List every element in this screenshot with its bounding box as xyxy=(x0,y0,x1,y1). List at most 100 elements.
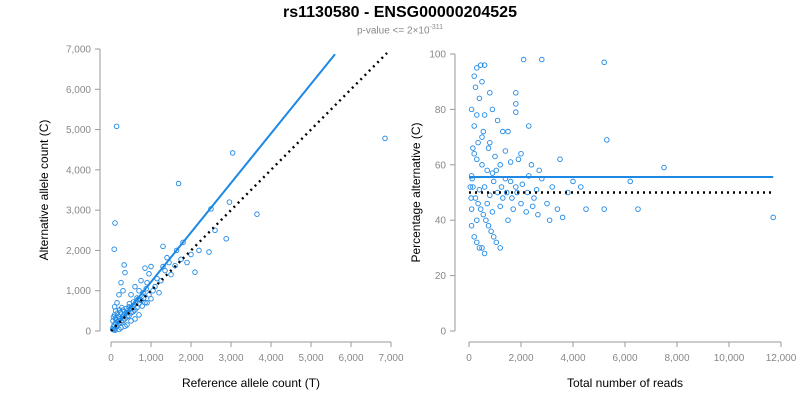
data-point xyxy=(474,217,480,223)
data-point xyxy=(146,271,152,277)
data-point xyxy=(139,303,145,309)
data-point xyxy=(485,222,492,229)
x-axis-title: Total number of reads xyxy=(567,376,683,390)
data-point xyxy=(529,203,536,210)
y-tick-label: 1,000 xyxy=(66,286,91,297)
data-point xyxy=(492,153,498,160)
y-tick-label: 80 xyxy=(435,105,447,116)
data-point xyxy=(474,156,480,163)
x-tick-label: 0 xyxy=(466,353,472,364)
data-point xyxy=(468,206,475,212)
data-point xyxy=(518,150,524,157)
data-point xyxy=(489,170,496,176)
data-point xyxy=(497,203,503,210)
data-point xyxy=(578,184,584,190)
data-point xyxy=(601,206,607,212)
data-point xyxy=(490,234,497,240)
data-point xyxy=(173,247,180,254)
data-point xyxy=(132,283,138,290)
data-point xyxy=(500,195,506,201)
y-tick-label: 4,000 xyxy=(66,165,91,176)
data-point xyxy=(635,206,641,212)
data-point xyxy=(122,323,128,329)
y-axis-title: Alternative allele count (C) xyxy=(37,120,51,261)
data-point xyxy=(160,263,166,270)
data-point xyxy=(770,214,776,221)
data-point xyxy=(468,195,474,201)
data-point xyxy=(110,314,117,320)
data-point xyxy=(554,206,561,212)
data-point xyxy=(467,184,474,190)
data-point xyxy=(142,265,148,271)
data-point xyxy=(126,300,133,307)
x-tick-label: 7,000 xyxy=(378,353,403,364)
allele-count-scatter-panel: 0 1,000 2,000 3,000 4,000 5,000 6,000 7,000 0 1,0… xyxy=(37,45,404,391)
x-tick-label: 4,000 xyxy=(258,353,283,364)
data-point xyxy=(184,259,190,266)
data-point xyxy=(510,206,516,212)
data-point xyxy=(472,195,479,201)
data-point xyxy=(479,162,485,168)
subtitle-prefix: p-value <= 2×10 xyxy=(356,25,430,37)
x-tick-label: 2,000 xyxy=(508,353,533,364)
data-point xyxy=(479,134,485,140)
data-point xyxy=(487,192,493,199)
data-point xyxy=(480,211,487,218)
data-point xyxy=(111,246,117,252)
data-point xyxy=(175,180,182,187)
data-point xyxy=(520,56,527,63)
data-point xyxy=(536,167,542,174)
data-point xyxy=(484,200,490,207)
data-point xyxy=(120,287,126,294)
data-point xyxy=(382,135,388,142)
data-point xyxy=(146,291,152,298)
x-tick-label: 2,000 xyxy=(178,353,203,364)
data-point xyxy=(531,195,537,201)
data-point xyxy=(494,117,501,124)
y-tick-label: 5,000 xyxy=(66,125,91,136)
data-point xyxy=(477,206,484,212)
data-point xyxy=(470,184,476,190)
x-tick-label: 1,000 xyxy=(138,353,163,364)
data-point xyxy=(180,239,186,246)
data-point xyxy=(539,56,545,63)
data-point xyxy=(490,178,497,185)
data-point xyxy=(481,112,488,118)
data-point xyxy=(474,239,480,246)
data-point xyxy=(549,184,555,190)
data-point xyxy=(475,139,481,146)
data-point xyxy=(557,156,563,163)
data-point xyxy=(229,150,236,156)
x-tick-label: 5,000 xyxy=(298,353,323,364)
data-point xyxy=(121,262,127,268)
y-tick-label: 3,000 xyxy=(66,206,91,217)
data-point xyxy=(118,279,124,286)
data-point xyxy=(206,249,212,255)
data-point xyxy=(505,128,511,135)
data-point xyxy=(514,189,520,196)
data-point xyxy=(523,209,529,215)
data-point xyxy=(474,65,480,71)
data-point xyxy=(196,247,202,254)
data-point xyxy=(535,211,541,218)
data-point xyxy=(493,167,500,174)
x-tick-label: 6,000 xyxy=(338,353,363,364)
data-point xyxy=(479,245,485,251)
data-point xyxy=(468,106,475,113)
percentage-alternative-scatter-panel: 0 2,000 4,000 6,000 8,000 10,000 12,000 0 20 40 60… xyxy=(409,50,797,391)
x-axis-title: Reference allele count (T) xyxy=(182,376,320,390)
data-point xyxy=(559,214,566,221)
data-point xyxy=(601,59,607,66)
data-point xyxy=(128,291,134,298)
data-point xyxy=(627,178,633,185)
data-point xyxy=(138,277,144,284)
data-point xyxy=(498,184,505,190)
data-point xyxy=(476,95,483,102)
data-point xyxy=(471,123,477,129)
data-point xyxy=(192,269,198,275)
data-point xyxy=(583,206,589,212)
data-point xyxy=(500,128,506,135)
subtitle-exponent: -311 xyxy=(429,24,444,31)
data-point xyxy=(497,162,503,168)
